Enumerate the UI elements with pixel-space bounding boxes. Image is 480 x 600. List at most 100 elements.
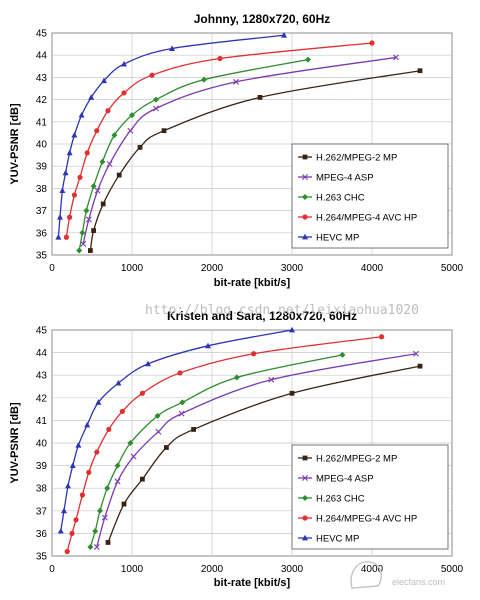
data-point: [105, 540, 111, 545]
data-point: [127, 127, 134, 134]
x-axis-label: bit-rate [kbit/s]: [214, 577, 291, 589]
series-square: [88, 68, 423, 253]
data-point: [94, 128, 100, 134]
chart-2: Kristen and Sara, 1280x720, 60Hz 0 1000 200…: [9, 309, 464, 589]
data-point: [116, 172, 122, 178]
y-axis-label: YUV-PSNR [dB]: [9, 402, 21, 484]
data-point: [114, 478, 121, 485]
data-point: [79, 492, 85, 498]
series-triangle: [57, 326, 295, 534]
data-point: [66, 149, 73, 156]
data-point: [169, 45, 175, 51]
data-point: [94, 449, 100, 455]
data-point: [129, 112, 135, 119]
data-point: [57, 527, 64, 534]
data-point: [179, 399, 186, 406]
y-tick-label: 40: [36, 140, 48, 151]
data-point: [201, 76, 207, 83]
y-tick-label: 38: [36, 484, 48, 495]
y-tick-label: 36: [36, 228, 48, 239]
chart-title: Johnny, 1280x720, 60Hz: [194, 12, 331, 26]
watermark-logo: elecfans.com: [350, 561, 445, 589]
y-tick-label: 39: [36, 461, 48, 472]
legend-entry: H.264/MPEG-4 AVC HP: [316, 514, 417, 525]
data-point: [92, 528, 99, 535]
data-point: [130, 453, 137, 460]
series-x: [93, 350, 419, 550]
data-point: [62, 169, 69, 176]
legend-marker: [302, 455, 308, 461]
data-point: [154, 412, 161, 419]
x-tick-label: 0: [49, 564, 55, 575]
data-point: [217, 55, 223, 62]
legend-box: [291, 444, 449, 550]
data-point: [67, 214, 73, 220]
legend-marker: [302, 214, 308, 220]
legend-entry: H.262/MPEG-2 MP: [316, 153, 397, 164]
watermark-text: http://blog.csdn.net/leixiaohua1020: [145, 303, 419, 318]
y-tick-label: 35: [36, 552, 48, 563]
data-point: [417, 363, 423, 369]
data-point: [75, 442, 82, 448]
legend-entry: H.264/MPEG-4 AVC HP: [316, 213, 417, 224]
data-point: [379, 334, 385, 340]
data-point: [100, 201, 106, 207]
data-point: [94, 187, 101, 194]
data-point: [84, 421, 91, 428]
data-point: [78, 111, 85, 118]
data-point: [80, 240, 87, 247]
y-tick-label: 45: [36, 29, 48, 40]
y-tick-label: 40: [36, 439, 48, 450]
y-tick-label: 43: [36, 73, 48, 84]
x-tick-label: 2000: [201, 564, 224, 575]
data-point: [76, 247, 83, 254]
data-point: [85, 216, 92, 223]
data-point: [257, 94, 263, 100]
data-point: [161, 128, 167, 134]
y-axis-label: YUV-PSNR [dB]: [9, 103, 21, 185]
data-point: [145, 360, 151, 367]
y-tick-label: 42: [36, 393, 48, 404]
data-point: [79, 229, 86, 236]
data-point: [177, 370, 183, 376]
data-point: [119, 408, 125, 414]
legend-entry: H.263 CHC: [316, 494, 365, 505]
legend-marker: [302, 174, 308, 180]
data-point: [155, 428, 162, 435]
legend-entry: MPEG-4 ASP: [316, 173, 374, 184]
data-point: [121, 90, 127, 96]
chart-title: Kristen and Sara, 1280x720, 60Hz: [167, 309, 357, 323]
data-point: [87, 543, 94, 550]
legend-entry: H.263 CHC: [316, 193, 365, 204]
data-point: [99, 158, 106, 165]
data-point: [101, 514, 108, 521]
x-tick-label: 5000: [441, 564, 464, 575]
data-point: [73, 517, 79, 523]
legend-marker: [302, 475, 308, 481]
data-point: [111, 132, 118, 139]
y-tick-label: 41: [36, 416, 48, 427]
logo-text: elecfans.com: [392, 577, 445, 587]
data-point: [305, 56, 311, 63]
data-point: [233, 374, 240, 381]
x-tick-label: 1000: [121, 564, 144, 575]
legend-marker: [302, 194, 308, 200]
data-point: [139, 390, 145, 396]
legend: H.262/MPEG-2 MP MPEG-4 ASP H.263 CHC H.264/…: [291, 143, 449, 249]
data-point: [153, 105, 159, 112]
legend-marker: [302, 233, 308, 240]
legend-marker: [302, 534, 308, 541]
legend-box: [291, 143, 449, 249]
data-point: [115, 379, 122, 386]
data-point: [106, 426, 112, 433]
data-point: [83, 207, 90, 214]
series-line: [78, 59, 309, 251]
series-diamond: [87, 351, 346, 550]
x-tick-label: 3000: [281, 564, 304, 575]
data-point: [55, 234, 62, 240]
data-point: [71, 131, 78, 138]
data-point: [105, 108, 111, 114]
data-point: [164, 445, 169, 450]
series-circle: [63, 40, 375, 240]
